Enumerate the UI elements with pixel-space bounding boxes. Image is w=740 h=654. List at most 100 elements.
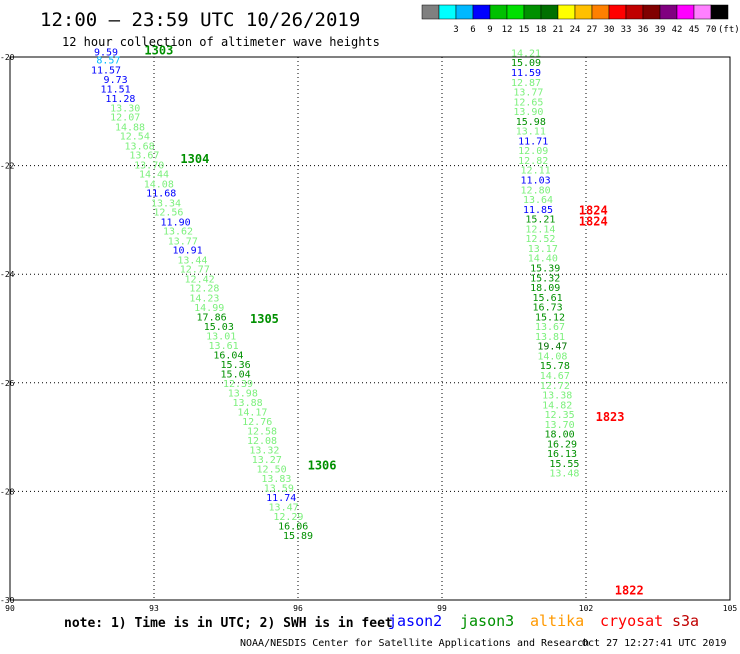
plot-frame <box>9 56 731 601</box>
swh-value: 15.55 <box>549 459 579 470</box>
swh-value: 12.80 <box>521 185 551 196</box>
legend-swatch <box>455 4 474 20</box>
swh-value: 15.89 <box>283 531 313 542</box>
swh-value: 11.59 <box>511 68 541 79</box>
swh-value: 13.34 <box>151 198 181 209</box>
swh-value: 13.64 <box>523 195 553 206</box>
swh-value: 13.48 <box>549 469 579 480</box>
satellite-legend-item: altika <box>530 612 584 630</box>
swh-value: 19.47 <box>537 342 567 353</box>
swh-value: 11.68 <box>146 189 176 200</box>
swh-value: 11.74 <box>266 493 296 504</box>
swh-value: 16.29 <box>547 439 577 450</box>
swh-value: 13.67 <box>535 322 565 333</box>
swh-value: 13.83 <box>261 474 291 485</box>
x-tick-label: 90 <box>5 604 15 613</box>
swh-value: 11.71 <box>518 136 548 147</box>
y-tick-label: -22 <box>0 162 15 171</box>
swh-value: 15.61 <box>533 293 563 304</box>
track-label: 1823 <box>596 410 625 424</box>
swh-value: 13.30 <box>110 103 140 114</box>
x-tick-labels: 90 93 96 99 102 105 <box>5 604 737 613</box>
y-tick-label: -28 <box>0 487 15 496</box>
y-tick-label: -24 <box>0 270 15 279</box>
swh-value: 12.77 <box>180 265 210 276</box>
legend-swatch <box>676 4 695 20</box>
x-tick-label: 93 <box>149 604 159 613</box>
legend-swatch <box>693 4 712 20</box>
swh-value: 12.35 <box>545 410 575 421</box>
color-legend: 3 6 9 12 15 18 21 24 27 30 33 36 39 42 45 70 (ft) <box>421 4 740 35</box>
swh-value: 13.32 <box>249 445 279 456</box>
footer-timestamp: Oct 27 12:27:41 UTC 2019 <box>582 638 727 649</box>
swh-value: 14.67 <box>540 371 570 382</box>
track-label: 1305 <box>250 312 279 326</box>
track-label: 1822 <box>615 584 644 598</box>
legend-swatch <box>625 4 644 20</box>
legend-label: 12 <box>502 25 513 35</box>
swh-value: 13.47 <box>269 502 299 513</box>
swh-value: 13.11 <box>516 127 546 138</box>
swh-value: 13.62 <box>163 227 193 238</box>
y-tick-label: -30 <box>0 596 15 605</box>
grid-lines <box>10 57 730 600</box>
swh-value: 12.76 <box>242 417 272 428</box>
chart-subtitle: 12 hour collection of altimeter wave hei… <box>62 35 380 49</box>
swh-value: 13.59 <box>264 483 294 494</box>
swh-value: 10.91 <box>173 246 203 257</box>
swh-value: 13.90 <box>513 107 543 118</box>
swh-value: 13.98 <box>228 388 258 399</box>
swh-value: 13.17 <box>528 244 558 255</box>
satellite-legend: jason2 jason3 altika cryosat s3a <box>388 612 699 630</box>
legend-label: 39 <box>655 25 666 35</box>
swh-value: 12.65 <box>513 97 543 108</box>
swh-value: 9.59 <box>94 47 118 58</box>
data-points: 9.598.5711.579.7311.5111.2813.3012.0714.… <box>91 47 580 542</box>
legend-swatch <box>557 4 576 20</box>
legend-label: 36 <box>638 25 649 35</box>
swh-value: 12.11 <box>521 166 551 177</box>
swh-value: 12.42 <box>185 274 215 285</box>
swh-value: 12.28 <box>189 284 219 295</box>
legend-swatch <box>608 4 627 20</box>
x-tick-label: 96 <box>293 604 303 613</box>
legend-label: 27 <box>587 25 598 35</box>
satellite-legend-item: jason2 <box>388 612 442 630</box>
swh-value: 11.90 <box>161 217 191 228</box>
legend-swatch <box>642 4 661 20</box>
legend-swatch <box>438 4 457 20</box>
legend-label: 18 <box>536 25 547 35</box>
swh-value: 15.78 <box>540 361 570 372</box>
legend-label: 70 <box>706 25 717 35</box>
swh-value: 12.72 <box>540 381 570 392</box>
swh-value: 14.17 <box>237 407 267 418</box>
legend-label: 21 <box>553 25 564 35</box>
swh-value: 13.70 <box>134 160 164 171</box>
swh-value: 15.98 <box>516 117 546 128</box>
swh-value: 12.58 <box>247 426 277 437</box>
swh-value: 15.36 <box>221 360 251 371</box>
swh-value: 16.13 <box>547 449 577 460</box>
legend-swatch <box>659 4 678 20</box>
swh-value: 11.57 <box>91 65 121 76</box>
swh-value: 13.77 <box>168 236 198 247</box>
swh-value: 15.32 <box>530 273 560 284</box>
swh-value: 12.52 <box>525 234 555 245</box>
legend-label: 33 <box>621 25 632 35</box>
swh-value: 11.51 <box>101 84 131 95</box>
track-label: 1306 <box>308 459 337 473</box>
satellite-legend-item: cryosat <box>600 612 663 630</box>
legend-swatch <box>472 4 491 20</box>
swh-value: 13.01 <box>206 331 236 342</box>
swh-value: 14.21 <box>511 48 541 59</box>
swh-value: 12.08 <box>247 436 277 447</box>
swh-value: 12.09 <box>518 146 548 157</box>
swh-value: 13.81 <box>535 332 565 343</box>
y-tick-label: -26 <box>0 379 15 388</box>
legend-swatch <box>489 4 508 20</box>
legend-label: 30 <box>604 25 615 35</box>
swh-value: 15.04 <box>221 369 251 380</box>
legend-unit: (ft) <box>718 25 740 35</box>
